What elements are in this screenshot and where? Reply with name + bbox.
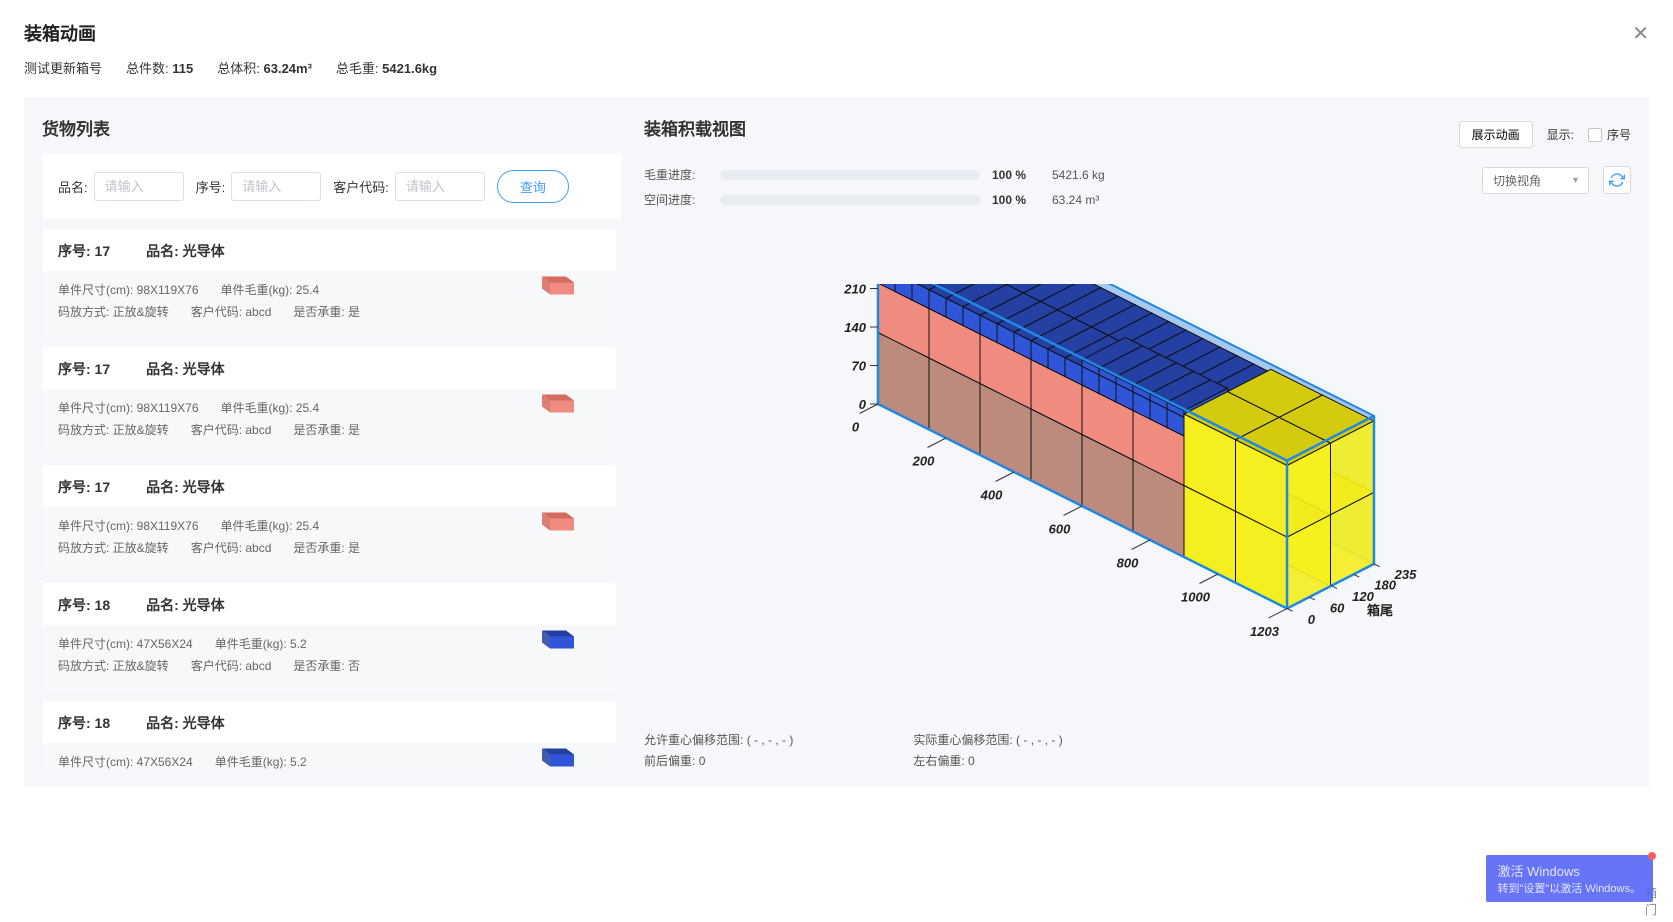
total-volume: 总体积: 63.24m³ [217, 58, 312, 77]
summary-bar: 测试更新箱号 总件数: 115 总体积: 63.24m³ 总毛重: 5421.6… [24, 58, 1649, 77]
filter-cust-label: 客户代码: [333, 177, 389, 196]
show-animation-button[interactable]: 展示动画 [1459, 121, 1533, 148]
svg-text:210: 210 [843, 284, 866, 297]
card-seq: 序号: 17 [58, 477, 110, 497]
card-seq: 序号: 17 [58, 359, 110, 379]
svg-text:600: 600 [1048, 521, 1070, 536]
svg-text:0: 0 [1307, 611, 1315, 626]
filter-seq-label: 序号: [196, 177, 226, 196]
card-details: 单件尺寸(cm): 98X119X76单件毛重(kg): 25.4码放方式: 正… [42, 271, 616, 337]
card-seq: 序号: 18 [58, 595, 110, 615]
cargo-card[interactable]: 序号: 17 品名: 光导体单件尺寸(cm): 98X119X76单件毛重(kg)… [42, 465, 616, 573]
chevron-down-icon: ▾ [1573, 175, 1578, 186]
refresh-icon [1609, 172, 1625, 188]
filter-cust-input[interactable] [395, 172, 485, 201]
query-button[interactable]: 查询 [497, 170, 569, 203]
view-angle-select[interactable]: 切换视角▾ [1482, 167, 1589, 194]
card-details: 单件尺寸(cm): 47X56X24单件毛重(kg): 5.2码放方式: 正放&… [42, 625, 616, 691]
card-name: 品名: 光导体 [146, 241, 225, 261]
space-progress: 空间进度: 100 % 63.24 m³ [644, 191, 1105, 208]
display-label: 显示: [1547, 126, 1574, 143]
svg-text:120: 120 [1352, 589, 1374, 604]
card-seq: 序号: 17 [58, 241, 110, 261]
svg-text:0: 0 [858, 397, 866, 412]
cargo-list[interactable]: 序号: 17品名: 光导体单件尺寸(cm): 98X119X76单件毛重(kg)… [42, 229, 622, 769]
card-name: 品名: 光导体 [146, 713, 225, 733]
svg-text:60: 60 [1329, 600, 1344, 615]
svg-text:200: 200 [911, 453, 934, 468]
filter-name-input[interactable] [94, 172, 184, 201]
svg-text:1203: 1203 [1250, 624, 1280, 639]
lr-offset: 左右偏重: 0 [913, 752, 1062, 769]
filter-bar: 品名: 序号: 客户代码: 查询 [42, 154, 622, 219]
svg-text:400: 400 [979, 487, 1002, 502]
color-swatch [534, 741, 574, 770]
svg-text:800: 800 [1116, 555, 1138, 570]
svg-text:180: 180 [1374, 577, 1396, 592]
refresh-button[interactable] [1603, 166, 1631, 194]
cargo-card[interactable]: 序号: 18 品名: 光导体单件尺寸(cm): 47X56X24单件毛重(kg):… [42, 583, 616, 691]
color-swatch [534, 269, 574, 298]
svg-text:1000: 1000 [1181, 589, 1211, 604]
windows-activation-watermark: 激活 Windows 转到"设置"以激活 Windows。 [1486, 855, 1654, 902]
load-3d-view[interactable]: 0 200 400 600 800 1000 1203 0 60 120180235 箱尾 0 70 14… [644, 226, 1631, 721]
color-swatch [534, 505, 574, 534]
svg-text:0: 0 [851, 419, 859, 434]
color-swatch [534, 623, 574, 652]
color-swatch [534, 387, 574, 416]
card-details: 单件尺寸(cm): 98X119X76单件毛重(kg): 25.4码放方式: 正… [42, 389, 616, 455]
fb-offset: 前后偏重: 0 [644, 752, 793, 769]
page-title: 装箱动画 [24, 20, 96, 46]
card-details: 单件尺寸(cm): 98X119X76单件毛重(kg): 25.4码放方式: 正… [42, 507, 616, 573]
card-details: 单件尺寸(cm): 47X56X24单件毛重(kg): 5.2码放方式: 正放&… [42, 743, 616, 769]
box-no: 测试更新箱号 [24, 58, 102, 77]
allow-cg-range: 允许重心偏移范围: ( - , - , - ) [644, 731, 793, 748]
card-seq: 序号: 18 [58, 713, 110, 733]
total-pieces: 总件数: 115 [126, 58, 193, 77]
cargo-card[interactable]: 序号: 17 品名: 光导体单件尺寸(cm): 98X119X76单件毛重(kg)… [42, 347, 616, 455]
svg-text:235: 235 [1393, 567, 1416, 582]
total-gross: 总毛重: 5421.6kg [336, 58, 437, 77]
load-view-title: 装箱积载视图 [644, 115, 746, 140]
filter-seq-input[interactable] [231, 172, 321, 201]
seq-checkbox-input[interactable] [1588, 128, 1602, 142]
actual-cg-range: 实际重心偏移范围: ( - , - , - ) [913, 731, 1062, 748]
cargo-card[interactable]: 序号: 18 品名: 光导体单件尺寸(cm): 47X56X24单件毛重(kg):… [42, 701, 616, 769]
svg-text:箱尾: 箱尾 [1366, 602, 1392, 617]
card-name: 品名: 光导体 [146, 359, 225, 379]
weight-progress: 毛重进度: 100 % 5421.6 kg [644, 166, 1105, 183]
card-name: 品名: 光导体 [146, 477, 225, 497]
cargo-card[interactable]: 序号: 17 品名: 光导体单件尺寸(cm): 98X119X76单件毛重(kg)… [42, 229, 616, 337]
filter-name-label: 品名: [58, 177, 88, 196]
cargo-list-title: 货物列表 [42, 115, 622, 140]
card-name: 品名: 光导体 [146, 595, 225, 615]
close-icon[interactable]: ✕ [1632, 21, 1649, 46]
svg-text:140: 140 [844, 320, 866, 335]
svg-text:70: 70 [851, 358, 866, 373]
seq-checkbox[interactable]: 序号 [1588, 126, 1631, 143]
